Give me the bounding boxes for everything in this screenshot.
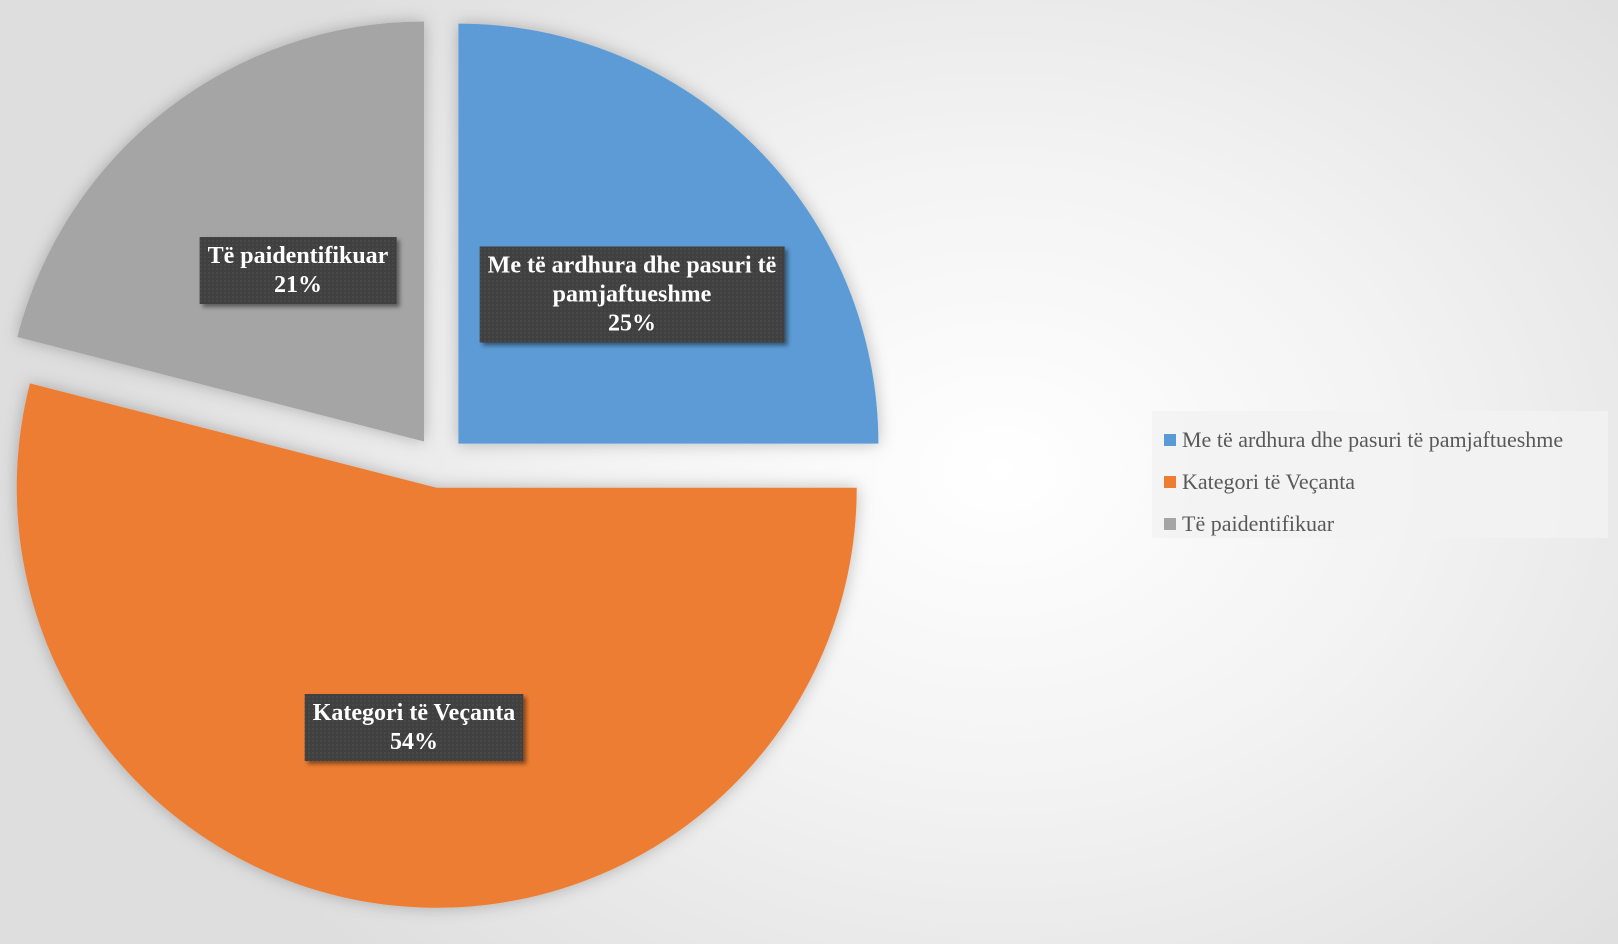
data-label-1: Me të ardhura dhe pasuri të pamjaftueshme…	[479, 246, 785, 343]
legend-swatch	[1164, 434, 1176, 446]
data-label-text: Kategori të Veçanta 54%	[313, 700, 516, 755]
data-label-category: pamjaftueshme	[553, 282, 712, 308]
data-label-category: Me të ardhura dhe pasuri të	[488, 253, 777, 279]
data-label-category: Kategori të Veçanta	[313, 700, 516, 726]
legend-swatch	[1164, 476, 1176, 488]
pie-data-labels: Me të ardhura dhe pasuri të pamjaftueshme…	[199, 237, 785, 761]
legend-label: Kategori të Veçanta	[1182, 469, 1356, 494]
pie-slices	[16, 21, 879, 908]
legend-item-2: Kategori të Veçanta	[1164, 461, 1608, 503]
legend-label: Me të ardhura dhe pasuri të pamjaftueshm…	[1182, 427, 1564, 452]
data-label-3: Të paidentifikuar 21%	[199, 237, 397, 304]
legend-label: Të paidentifikuar	[1182, 511, 1335, 536]
data-label-text: Me të ardhura dhe pasuri të pamjaftueshme…	[488, 253, 777, 337]
pie-slice-3	[17, 21, 425, 442]
pie-slice-2	[16, 383, 857, 908]
data-label-percent: 25%	[608, 311, 656, 337]
data-label-percent: 21%	[274, 272, 322, 298]
data-label-box	[304, 694, 524, 761]
chart-legend: Me të ardhura dhe pasuri të pamjaftueshm…	[1152, 411, 1608, 538]
data-label-2: Kategori të Veçanta 54%	[304, 694, 524, 761]
legend-swatch	[1164, 518, 1176, 530]
data-label-text: Të paidentifikuar 21%	[208, 243, 389, 298]
legend-item-1: Me të ardhura dhe pasuri të pamjaftueshm…	[1164, 419, 1608, 461]
legend-item-3: Të paidentifikuar	[1164, 503, 1608, 545]
data-label-percent: 54%	[390, 729, 438, 755]
data-label-box	[199, 237, 397, 304]
data-label-box	[479, 246, 785, 343]
data-label-category: Të paidentifikuar	[208, 243, 389, 269]
pie-slice-1	[458, 23, 879, 444]
